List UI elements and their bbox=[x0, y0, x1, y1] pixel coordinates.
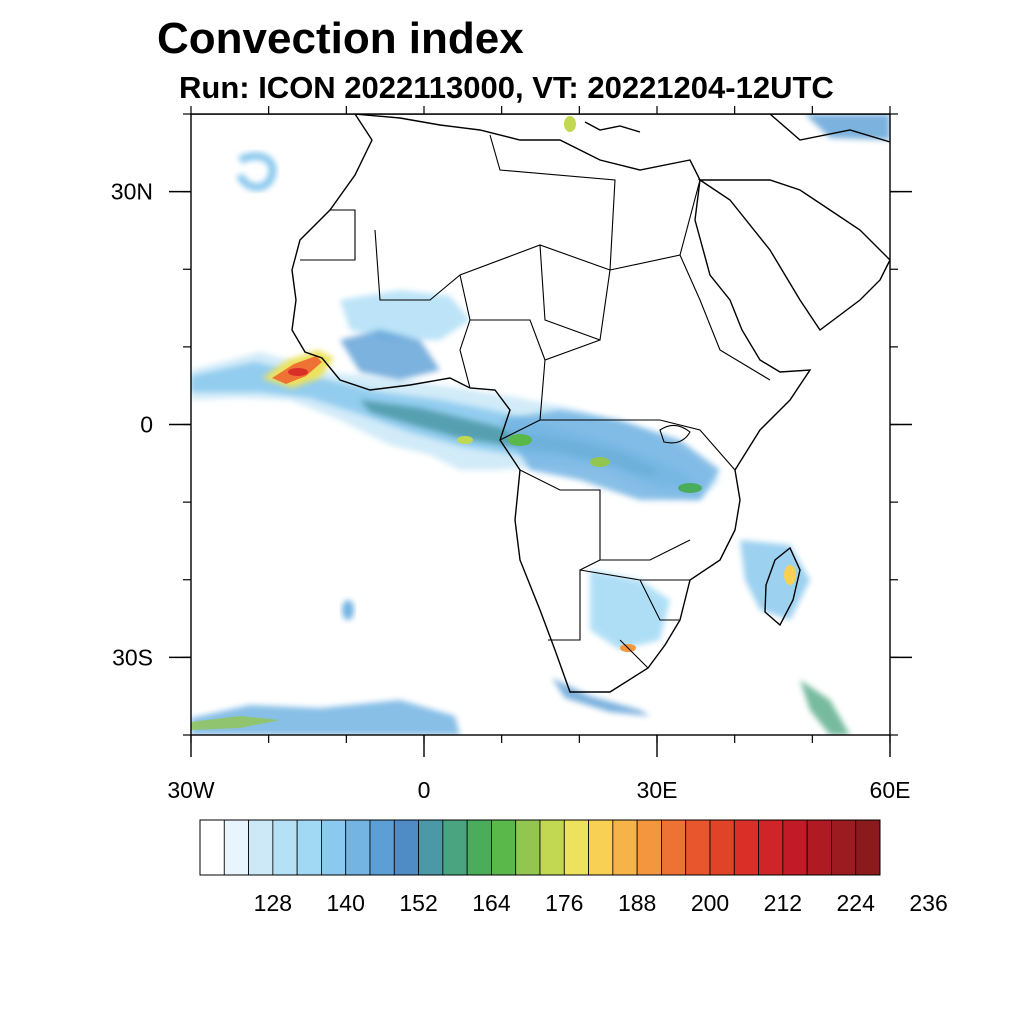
southern-africa-patch bbox=[590, 570, 670, 650]
colorbar-tick-label: 236 bbox=[909, 890, 947, 916]
colorbar-frame bbox=[199, 819, 881, 876]
lat-tick-label: 30S bbox=[112, 644, 153, 670]
sahel-patch bbox=[340, 290, 470, 340]
colorbar-tick-label: 176 bbox=[545, 890, 583, 916]
west-itcz-hotspot bbox=[457, 436, 473, 444]
colorbar-tick-label: 164 bbox=[472, 890, 511, 916]
map-axes: 30W 0 30E 60E 30N 0 30S bbox=[111, 106, 912, 803]
colorbar-tick-label: 212 bbox=[764, 890, 802, 916]
lake-region-hotspot bbox=[678, 483, 702, 493]
colorbar-swatch bbox=[321, 819, 347, 876]
colorbar-swatch bbox=[418, 819, 444, 876]
colorbar-swatch bbox=[758, 819, 784, 876]
colorbar-swatch bbox=[806, 819, 832, 876]
gulf-of-guinea-patch bbox=[340, 330, 440, 380]
colorbar-swatch bbox=[248, 819, 274, 876]
aegean-hotspot bbox=[564, 116, 576, 132]
colorbar-swatch bbox=[636, 819, 662, 876]
europe-coastline bbox=[191, 114, 890, 143]
border-lines bbox=[300, 134, 771, 669]
country-borders bbox=[300, 134, 771, 669]
west-africa-peak bbox=[288, 368, 308, 376]
south-atlantic-band-core bbox=[191, 716, 280, 730]
chart-subtitle: Run: ICON 2022113000, VT: 20221204-12UTC bbox=[179, 70, 834, 105]
madagascar-coastline bbox=[764, 546, 801, 627]
convection-field bbox=[191, 114, 890, 735]
colorbar-swatch bbox=[563, 819, 589, 876]
colorbar-swatch bbox=[491, 819, 517, 876]
map-panel bbox=[190, 113, 891, 736]
south-atlantic-band bbox=[191, 700, 460, 735]
colorbar-tick-label: 200 bbox=[691, 890, 729, 916]
arabia-coastline bbox=[697, 179, 890, 332]
colorbar-swatch bbox=[442, 819, 468, 876]
southeast-indian-band bbox=[800, 680, 850, 735]
colorbar-swatch bbox=[199, 819, 225, 876]
lon-tick-label: 30W bbox=[167, 777, 215, 803]
colorbar-swatch bbox=[685, 819, 711, 876]
colorbar-swatch bbox=[539, 819, 565, 876]
lon-tick-label: 0 bbox=[418, 777, 431, 803]
colorbar-swatch bbox=[588, 819, 614, 876]
congo-hotspot bbox=[508, 434, 532, 446]
lat-tick-label: 30N bbox=[111, 179, 153, 205]
africa-coastline bbox=[291, 114, 812, 693]
colorbar-swatch bbox=[612, 819, 638, 876]
madagascar-hotspot bbox=[784, 565, 796, 585]
east-africa-hotspot bbox=[590, 457, 610, 467]
colorbar-swatch bbox=[296, 819, 322, 876]
colorbar-swatch bbox=[345, 819, 371, 876]
colorbar-tick-label: 128 bbox=[254, 890, 292, 916]
colorbar-swatch bbox=[515, 819, 541, 876]
south-africa-coastal-band bbox=[552, 678, 650, 716]
colorbar-swatch bbox=[223, 819, 249, 876]
lat-tick-label: 0 bbox=[140, 412, 153, 438]
colorbar-tick-label: 152 bbox=[399, 890, 437, 916]
colorbar: 128 140 152 164 176 188 200 212 224 236 bbox=[199, 819, 948, 916]
lon-tick-label: 60E bbox=[870, 777, 911, 803]
colorbar-tick-label: 140 bbox=[327, 890, 365, 916]
south-atlantic-spot bbox=[342, 600, 354, 620]
colorbar-swatch bbox=[709, 819, 735, 876]
colorbar-swatch bbox=[393, 819, 419, 876]
colorbar-swatch bbox=[661, 819, 687, 876]
congo-patch bbox=[500, 410, 720, 500]
lake-victoria bbox=[659, 424, 691, 444]
colorbar-tick-label: 188 bbox=[618, 890, 656, 916]
coastlines bbox=[191, 114, 890, 693]
colorbar-swatch bbox=[272, 819, 298, 876]
chart-title: Convection index bbox=[157, 14, 524, 63]
colorbar-swatch bbox=[369, 819, 395, 876]
colorbar-tick-label: 224 bbox=[837, 890, 876, 916]
colorbar-swatch bbox=[831, 819, 857, 876]
colorbar-swatch bbox=[855, 819, 881, 876]
mediterranean-patch bbox=[805, 114, 890, 140]
lon-tick-label: 30E bbox=[637, 777, 678, 803]
canary-swirl bbox=[236, 152, 277, 192]
colorbar-swatch bbox=[466, 819, 492, 876]
colorbar-swatch bbox=[782, 819, 808, 876]
colorbar-swatch bbox=[733, 819, 759, 876]
